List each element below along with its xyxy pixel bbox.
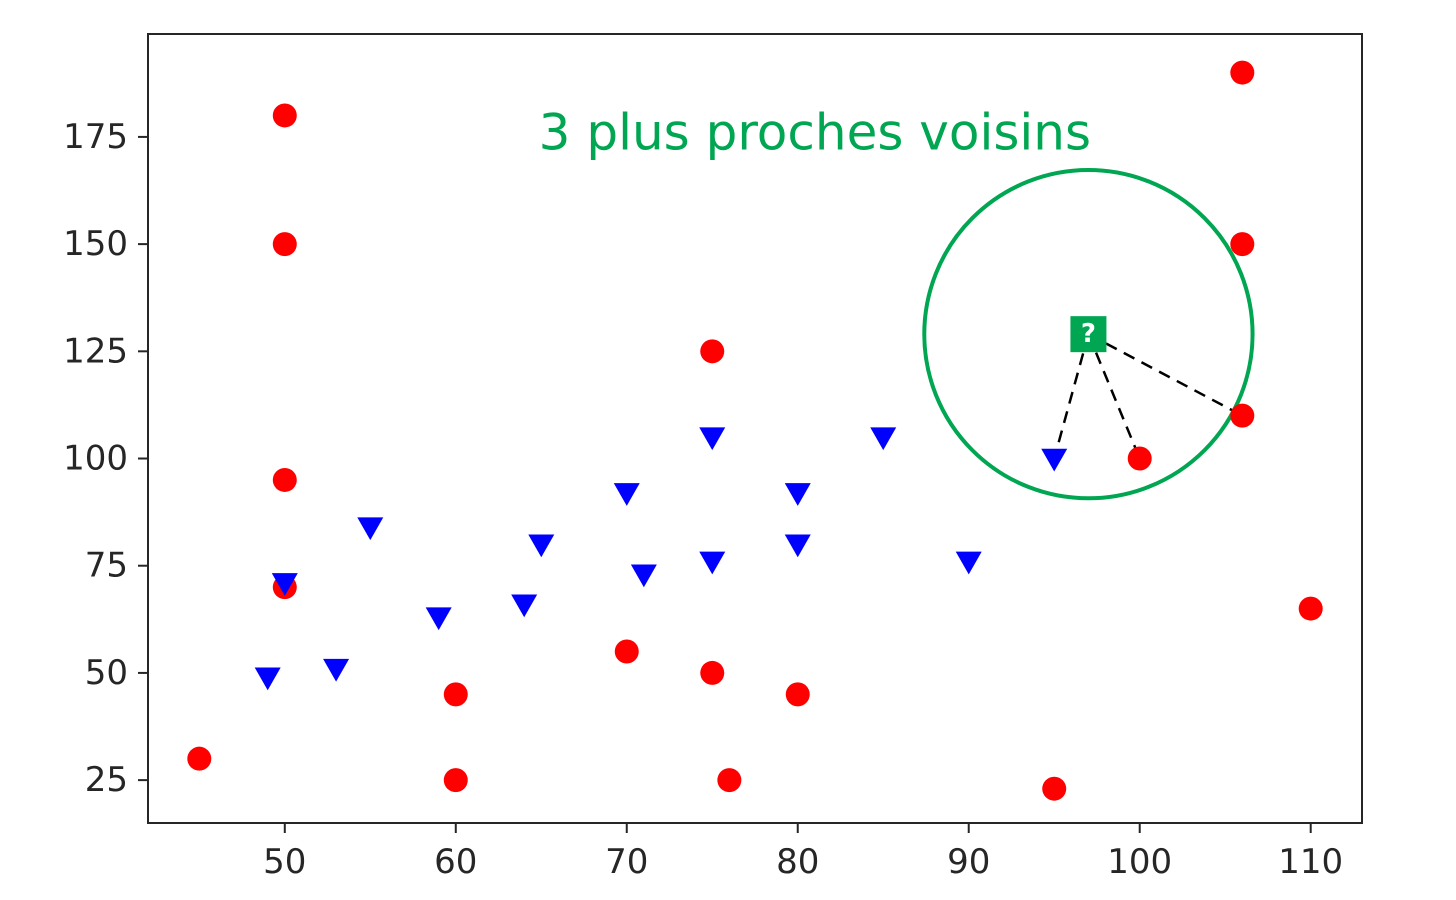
y-tick-label: 150 — [63, 224, 128, 264]
red-point — [1042, 776, 1067, 801]
blue-triangle-point — [784, 534, 811, 558]
red-point — [700, 660, 725, 685]
blue-triangle-point — [955, 551, 982, 575]
blue-triangle-point — [1041, 448, 1068, 472]
x-tick-label: 100 — [1107, 842, 1172, 882]
blue-triangle-point — [699, 427, 726, 451]
blue-triangle-point — [271, 573, 298, 596]
y-tick-label: 50 — [85, 653, 128, 693]
red-point — [614, 639, 639, 664]
blue-triangle-point — [630, 564, 657, 588]
neighbor-circle — [922, 168, 1255, 501]
blue-triangle-point — [323, 658, 350, 682]
red-point — [717, 768, 742, 793]
neighbor-lines — [1053, 333, 1243, 459]
blue-triangle-point — [357, 517, 384, 541]
red-point — [443, 768, 468, 793]
y-tick-label: 25 — [85, 760, 128, 800]
chart-annotation: 3 plus proches voisins — [539, 104, 1091, 162]
blue-triangle-point — [511, 594, 538, 618]
red-point — [187, 746, 212, 771]
y-tick-label: 175 — [63, 117, 128, 157]
x-tick-label: 110 — [1278, 842, 1343, 882]
red-point — [785, 682, 810, 707]
y-tick-label: 75 — [85, 546, 128, 586]
blue-series — [254, 427, 1068, 691]
neighbor-line — [1087, 333, 1141, 459]
x-tick-label: 80 — [776, 842, 819, 882]
red-point — [1127, 446, 1152, 471]
blue-triangle-point — [425, 607, 452, 631]
axis-ticks: 50 60 70 80 90 100 110 25 50 75 100 125 150 175 — [63, 117, 1343, 882]
red-point — [1230, 403, 1255, 428]
red-point — [272, 103, 297, 128]
red-point — [272, 467, 297, 492]
red-point — [443, 682, 468, 707]
y-tick-label: 125 — [63, 331, 128, 371]
x-tick-label: 60 — [434, 842, 477, 882]
blue-triangle-point — [254, 667, 281, 691]
neighbor-line — [1087, 333, 1243, 417]
neighbor-circle-layer — [922, 168, 1255, 501]
neighbor-line — [1053, 333, 1090, 459]
x-tick-label: 90 — [947, 842, 990, 882]
red-point — [1230, 60, 1255, 85]
x-tick-label: 70 — [605, 842, 648, 882]
red-point — [1230, 232, 1255, 257]
query-point-label: ? — [1081, 319, 1096, 349]
y-tick-label: 100 — [63, 439, 128, 479]
red-series — [187, 60, 1323, 801]
x-tick-label: 50 — [263, 842, 306, 882]
blue-triangle-point — [784, 483, 811, 506]
blue-triangle-point — [528, 534, 555, 558]
red-point — [700, 339, 725, 364]
query-point — [1070, 316, 1107, 353]
red-point — [1298, 596, 1323, 621]
blue-triangle-point — [613, 483, 640, 506]
blue-triangle-point — [870, 427, 897, 451]
query-point-layer: ? — [1070, 316, 1107, 353]
plot-area-frame — [147, 33, 1363, 824]
blue-triangle-point — [699, 551, 726, 575]
red-point — [272, 232, 297, 257]
